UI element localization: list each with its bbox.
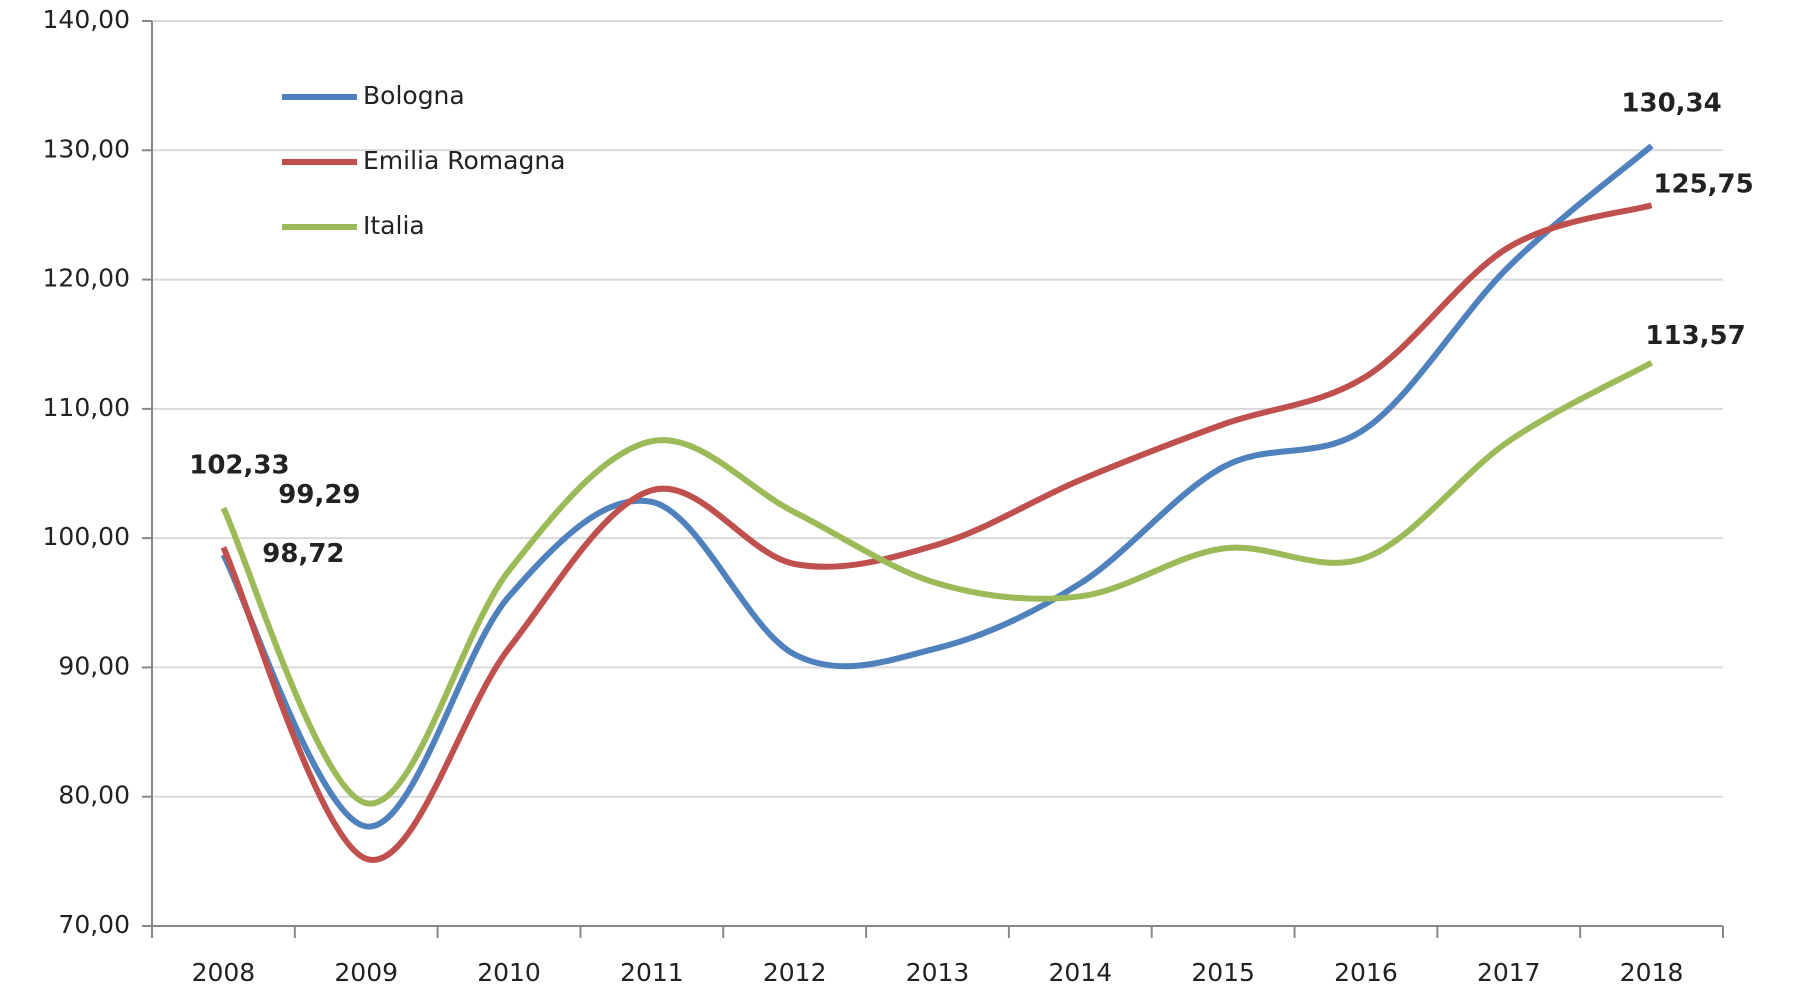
x-tick-label: 2009 (334, 958, 398, 987)
y-tick-label: 130,00 (43, 134, 130, 163)
y-tick-label: 140,00 (43, 5, 130, 34)
x-tick-label: 2015 (1191, 958, 1255, 987)
data-label: 113,57 (1645, 321, 1745, 351)
x-tick-label: 2010 (477, 958, 541, 987)
legend-label: Bologna (363, 81, 465, 110)
data-label: 125,75 (1653, 170, 1753, 200)
legend-label: Italia (363, 211, 425, 240)
y-tick-label: 110,00 (43, 393, 130, 422)
x-tick-label: 2018 (1620, 958, 1684, 987)
x-tick-label: 2017 (1477, 958, 1541, 987)
x-tick-label: 2016 (1334, 958, 1398, 987)
y-tick-label: 90,00 (58, 651, 130, 680)
x-tick-label: 2014 (1049, 958, 1113, 987)
series-line (220, 202, 1653, 863)
data-label: 99,29 (278, 480, 360, 510)
x-tick-label: 2008 (192, 958, 256, 987)
legend-label: Emilia Romagna (363, 146, 566, 175)
data-label: 98,72 (262, 539, 344, 569)
y-tick-label: 80,00 (58, 781, 130, 810)
y-tick-label: 70,00 (58, 910, 130, 939)
series-line (220, 143, 1654, 830)
data-label: 102,33 (189, 451, 289, 481)
x-tick-label: 2011 (620, 958, 684, 987)
series-line (220, 360, 1654, 807)
x-tick-label: 2012 (763, 958, 827, 987)
y-tick-label: 120,00 (43, 264, 130, 293)
data-label: 130,34 (1621, 88, 1721, 118)
y-tick-label: 100,00 (43, 522, 130, 551)
x-tick-label: 2013 (906, 958, 970, 987)
